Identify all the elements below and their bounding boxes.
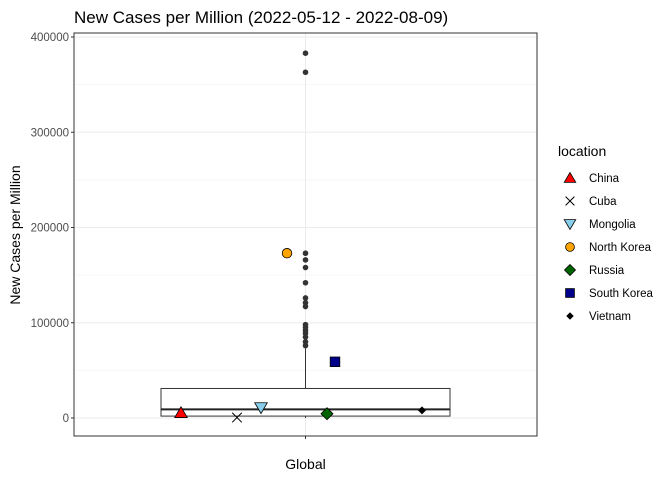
- outlier-point: [302, 342, 309, 349]
- x-axis: Global: [285, 436, 326, 472]
- legend-key-mongolia: [563, 219, 577, 231]
- legend-key-china: [563, 171, 577, 183]
- legend-key-cuba: [565, 196, 575, 206]
- x-tick-label: Global: [285, 456, 325, 472]
- y-tick-label: 200000: [31, 223, 69, 235]
- y-axis: 0 100000 200000 300000 400000: [31, 32, 74, 425]
- y-tick-label: 300000: [31, 127, 69, 139]
- legend-key-russia: [563, 263, 577, 277]
- legend-title: location: [558, 143, 606, 159]
- legend-key-south-korea: [565, 288, 575, 298]
- outlier-point: [302, 69, 309, 76]
- legend-key-north-korea: [565, 242, 575, 252]
- outlier-point: [302, 257, 309, 263]
- y-tick-label: 100000: [31, 318, 69, 330]
- legend-label-china: China: [589, 173, 620, 185]
- outlier-point: [302, 50, 309, 56]
- point-russia: [320, 407, 334, 421]
- outlier-point: [302, 264, 309, 271]
- legend-label-south-korea: South Korea: [589, 288, 654, 300]
- point-north-korea: [281, 248, 293, 259]
- y-tick-label: 400000: [31, 32, 69, 44]
- outlier-point: [302, 334, 309, 340]
- y-axis-title: New Cases per Million: [7, 165, 23, 304]
- point-cuba: [231, 412, 243, 423]
- legend: China Cuba Mongolia North Korea Russia South …: [563, 171, 654, 323]
- outlier-point: [302, 295, 309, 301]
- legend-label-vietnam: Vietnam: [589, 311, 631, 323]
- legend-label-cuba: Cuba: [589, 196, 617, 208]
- legend-label-mongolia: Mongolia: [589, 219, 636, 231]
- point-china: [174, 405, 188, 418]
- legend-label-russia: Russia: [589, 265, 625, 277]
- box: [160, 387, 451, 417]
- outlier-point: [302, 303, 309, 310]
- point-mongolia: [254, 402, 268, 415]
- chart-title: New Cases per Million (2022-05-12 - 2022…: [74, 8, 448, 27]
- outlier-point: [302, 279, 309, 286]
- location-points: [174, 248, 427, 423]
- y-tick-label: 0: [63, 413, 69, 425]
- legend-label-north-korea: North Korea: [589, 242, 652, 254]
- legend-key-vietnam: [566, 312, 574, 320]
- point-vietnam: [417, 406, 427, 415]
- outlier-point: [302, 250, 309, 257]
- boxplot: [160, 50, 451, 418]
- point-south-korea: [329, 356, 341, 368]
